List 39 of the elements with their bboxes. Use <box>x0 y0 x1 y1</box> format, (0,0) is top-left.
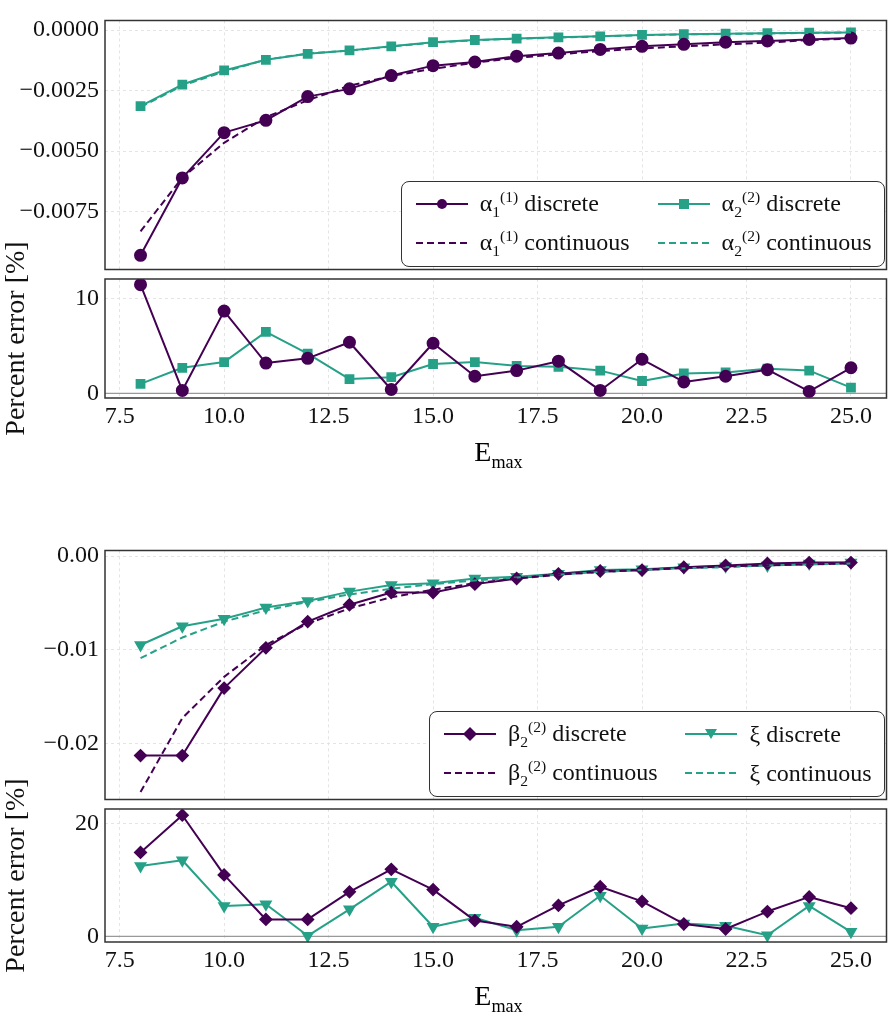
legend-label: α$_{2}$$^{(2)}$ continuous <box>721 226 872 260</box>
y-tick-label: −0.01 <box>43 635 99 661</box>
legend-label: β$_{2}$$^{(2)}$ continuous <box>507 756 658 790</box>
x-tick-label: 10.0 <box>203 945 246 972</box>
x-tick-label: 12.5 <box>307 401 350 428</box>
y-axis-title: Percent error [%] <box>0 778 31 973</box>
x-tick-label: 17.5 <box>516 945 559 972</box>
x-tick-label: 22.5 <box>725 401 768 428</box>
x-tick-label: 12.5 <box>307 945 350 972</box>
x-tick-label: 17.5 <box>516 401 559 428</box>
y-tick-label: 0.0000 <box>33 15 99 42</box>
x-tick-label: 15.0 <box>412 401 455 428</box>
y-tick-label: 0 <box>87 921 99 948</box>
x-tick-label: 15.0 <box>412 945 455 972</box>
y-tick-label: 10 <box>75 284 99 311</box>
y-tick-label: −0.0050 <box>19 136 99 163</box>
y-tick-label: −0.0025 <box>19 75 99 102</box>
x-axis-title: E$_{max}$ <box>473 436 524 473</box>
legend-label: α$_{1}$$^{(1)}$ discrete <box>479 188 599 221</box>
y-tick-label: 0.00 <box>57 541 99 568</box>
x-tick-label: 20.0 <box>621 401 664 428</box>
x-axis-title: E$_{max}$ <box>473 980 524 1015</box>
y-tick-label: 20 <box>75 808 99 835</box>
y-tick-label: 0 <box>87 378 99 405</box>
legend-label: α$_{1}$$^{(1)}$ continuous <box>479 226 630 260</box>
legend-label: ξ continuous <box>749 759 872 787</box>
x-tick-label: 25.0 <box>829 401 872 428</box>
y-tick-label: −0.02 <box>43 728 99 755</box>
x-tick-label: 10.0 <box>203 401 246 428</box>
x-tick-label: 25.0 <box>829 945 872 972</box>
x-tick-label: 22.5 <box>725 945 768 972</box>
legend-label: ξ discrete <box>749 720 841 748</box>
legend-label: α$_{2}$$^{(2)}$ discrete <box>721 188 841 221</box>
x-tick-label: 7.5 <box>104 945 135 972</box>
x-tick-label: 7.5 <box>104 401 135 428</box>
x-tick-label: 20.0 <box>621 945 664 972</box>
y-axis-title: Percent error [%] <box>0 241 31 436</box>
legend-label: β$_{2}$$^{(2)}$ discrete <box>507 718 627 751</box>
y-tick-label: −0.0075 <box>19 196 99 223</box>
